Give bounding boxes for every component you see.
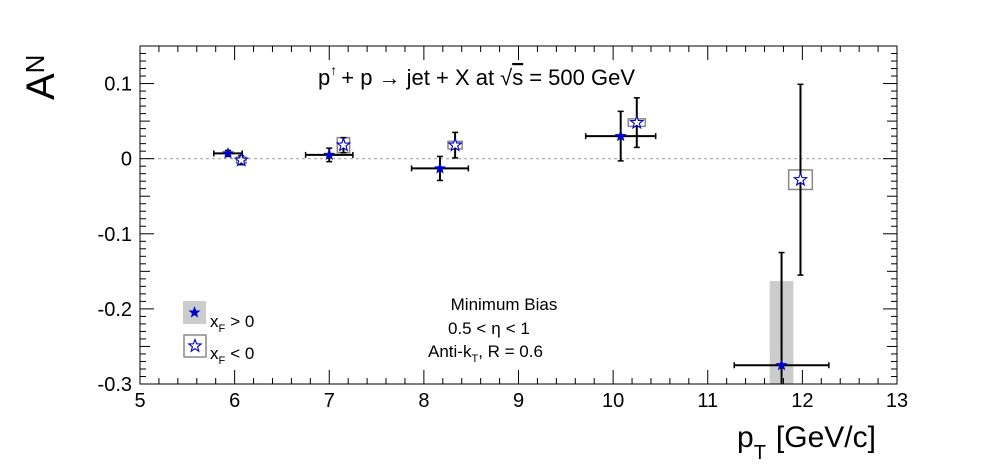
annotation-eta-range: 0.5 < η < 1 xyxy=(448,319,530,338)
jet-alg-pre: Anti-k xyxy=(428,342,472,361)
y-label-main: A xyxy=(19,73,63,100)
legend: xF > 0 xF < 0 xyxy=(183,301,254,367)
x-tick-label: 5 xyxy=(134,390,145,412)
data-point-xf-negative-4 xyxy=(792,171,809,187)
jet-alg-post: , R = 0.6 xyxy=(478,342,543,361)
data-point-xf-negative-2 xyxy=(447,137,463,152)
x-axis-label: pT [GeV/c] xyxy=(737,421,876,464)
legend-swatch-open xyxy=(183,334,207,358)
data-point-xf-positive-2 xyxy=(433,162,447,174)
eta-range-pre: 0.5 < xyxy=(448,319,486,338)
legend-marker-filled-star xyxy=(188,306,201,318)
legend-xf-sub-0: F xyxy=(219,323,226,335)
y-tick-label: 0.1 xyxy=(104,74,132,96)
chart-title: p↑ + p → jet + X at √s = 500 GeV xyxy=(318,62,635,90)
x-tick-label: 12 xyxy=(791,390,813,412)
title-energy: = 500 GeV xyxy=(529,65,635,90)
legend-xf-sub-1: F xyxy=(219,355,226,367)
legend-marker-open-star xyxy=(187,337,203,353)
eta-range-post: < 1 xyxy=(506,319,530,338)
jet-alg-sub: T xyxy=(471,353,478,365)
title-reaction: + p → jet + X at xyxy=(341,65,494,90)
y-tick-label: 0 xyxy=(121,149,132,171)
x-tick-label: 8 xyxy=(418,390,429,412)
data-point-xf-negative-1 xyxy=(335,137,352,152)
data-point-xf-negative-3 xyxy=(629,114,645,130)
y-axis-label: AN xyxy=(19,55,63,100)
data-point-xf-positive-0 xyxy=(221,147,235,159)
legend-open-star-icon xyxy=(187,337,203,353)
title-spin-arrow: ↑ xyxy=(330,62,337,78)
annotation-jet-algorithm: Anti-kT, R = 0.6 xyxy=(428,342,543,365)
title-s: s xyxy=(512,65,523,90)
x-tick-label: 10 xyxy=(602,390,624,412)
legend-filled-star-icon xyxy=(188,306,201,318)
x-tick-label: 6 xyxy=(229,390,240,412)
x-label-main: p xyxy=(737,421,754,454)
eta-symbol: η xyxy=(491,319,500,338)
data-point-xf-positive-4 xyxy=(775,358,788,371)
legend-xf-rel-1: < 0 xyxy=(230,344,254,363)
y-tick-label: -0.3 xyxy=(98,374,132,396)
legend-entry-xf-negative: xF < 0 xyxy=(183,334,254,367)
legend-xf-main-1: x xyxy=(210,344,219,363)
data-point-xf-negative-0 xyxy=(233,152,249,167)
x-tick-label: 7 xyxy=(324,390,335,412)
legend-entry-xf-positive: xF > 0 xyxy=(183,301,254,335)
title-p: p xyxy=(318,65,330,90)
x-tick-label: 13 xyxy=(886,390,908,412)
title-sqrt: √ xyxy=(500,65,513,90)
y-tick-label: -0.1 xyxy=(98,224,132,246)
data-point-xf-positive-1 xyxy=(323,148,336,161)
legend-label-xf-positive: xF > 0 xyxy=(210,312,254,335)
legend-xf-rel-0: > 0 xyxy=(230,312,254,331)
x-label-sub: T xyxy=(754,442,766,464)
marker-layer xyxy=(221,114,809,371)
legend-label-xf-negative: xF < 0 xyxy=(210,344,254,367)
y-label-sub: N xyxy=(20,55,50,74)
data-point-xf-positive-3 xyxy=(614,129,627,142)
annotation-trigger: Minimum Bias xyxy=(451,295,558,314)
axis-ticks: 5 6 7 8 9 10 11 12 13 0.1 0 -0.1 -0.2 -0.3 xyxy=(98,45,908,412)
legend-xf-main-0: x xyxy=(210,312,219,331)
x-tick-label: 9 xyxy=(513,390,524,412)
x-label-unit: [GeV/c] xyxy=(776,421,876,454)
error-bar-layer xyxy=(213,83,830,384)
x-tick-label: 11 xyxy=(697,390,718,412)
y-tick-label: -0.2 xyxy=(98,299,132,321)
